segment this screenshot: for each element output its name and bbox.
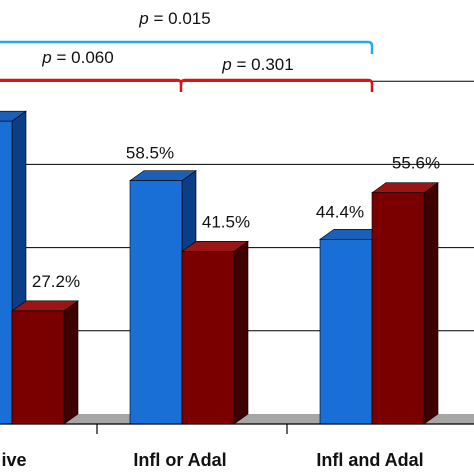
bar-front: [371, 192, 425, 425]
p-value-label: p = 0.015: [138, 9, 210, 28]
bar-s2-1: [181, 240, 249, 425]
bar-s2-2: [371, 182, 439, 425]
significance-brackets: p = 0.015 p = 0.060 p = 0.301: [0, 9, 374, 92]
category-label-2: Infl and Adal: [316, 450, 423, 470]
p-bracket-0: p = 0.015: [0, 9, 374, 54]
bar-side: [423, 182, 439, 425]
x-axis: ive Infl or Adal Infl and Adal: [0, 423, 474, 470]
p-value-label: p = 0.060: [41, 48, 113, 67]
p-bracket-2: p = 0.301: [179, 55, 374, 92]
bracket-line: [179, 78, 374, 92]
bar-top: [0, 110, 27, 122]
value-label-s1-2: 44.4%: [316, 202, 364, 221]
bracket-line: [0, 78, 183, 92]
bar-front: [11, 310, 65, 425]
bar-front: [0, 120, 13, 425]
bracket-line: [0, 40, 374, 54]
value-labels: 8%58.5%44.4%27.2%41.5%55.6%: [32, 144, 440, 291]
p-value-label: p = 0.301: [221, 55, 293, 74]
bar-side: [63, 300, 79, 425]
category-label-0: ive: [1, 450, 26, 470]
bar-front: [181, 251, 235, 425]
bar-side: [233, 240, 249, 425]
value-label-s2-0: 27.2%: [32, 272, 80, 291]
p-bracket-1: p = 0.060: [0, 48, 183, 92]
bar-front: [319, 238, 373, 425]
value-label-s2-1: 41.5%: [202, 212, 250, 231]
value-label-s1-1: 58.5%: [126, 144, 174, 163]
category-label-1: Infl or Adal: [133, 450, 226, 470]
bar-s2-0: [11, 300, 79, 425]
bars: [0, 110, 439, 425]
value-label-s2-2: 55.6%: [392, 154, 440, 173]
bar-front: [129, 180, 183, 425]
